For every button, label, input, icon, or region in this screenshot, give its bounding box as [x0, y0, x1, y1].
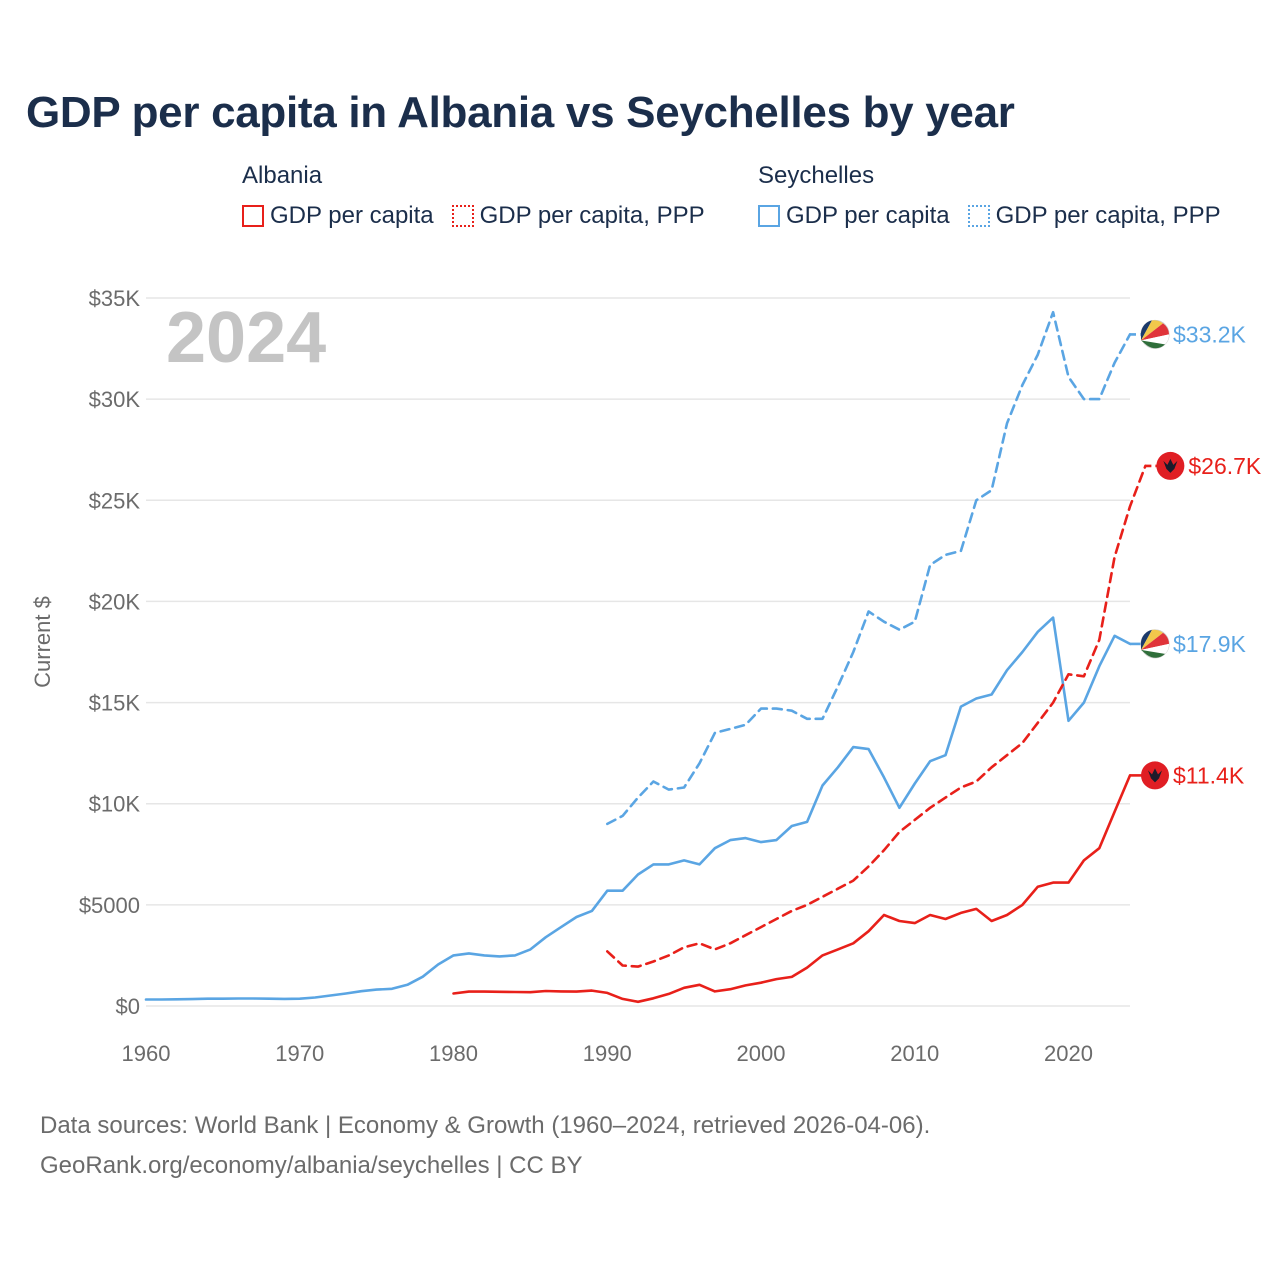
legend-seychelles-ppp[interactable]: GDP per capita, PPP: [967, 202, 1221, 230]
y-tick-label: $20K: [89, 589, 141, 614]
x-tick-label: 1970: [275, 1041, 324, 1066]
end-value-label: $26.7K: [1188, 453, 1262, 479]
legend-albania-gdp[interactable]: GDP per capita: [242, 202, 434, 230]
legend-albania-ppp[interactable]: GDP per capita, PPP: [451, 202, 705, 230]
x-tick-label: 2010: [890, 1041, 939, 1066]
flag-stripe-green: [1141, 649, 1165, 658]
legend-swatch-dotted-red: [451, 205, 474, 227]
series-line-albania-gdp: [452, 774, 1132, 1004]
series-line-seychelles-gdp: [144, 616, 1132, 1001]
flag-stripe-red: [1141, 632, 1169, 650]
y-tick-label: $15K: [89, 691, 141, 716]
chart-title: GDP per capita in Albania vs Seychelles …: [26, 88, 1015, 137]
x-tick-label: 1960: [122, 1041, 171, 1066]
end-value-label: $33.2K: [1173, 321, 1247, 347]
flag-stripe-yellow: [1141, 320, 1163, 341]
x-tick-label: 2020: [1044, 1041, 1093, 1066]
y-axis-label: Current $: [30, 596, 55, 688]
series-line-albania-ppp: [605, 464, 1147, 968]
y-tick-label: $5000: [79, 893, 140, 918]
flag-stripe-red: [1141, 323, 1169, 341]
flag-stripe-green: [1141, 340, 1165, 349]
legend-seychelles: Seychelles GDP per capita GDP per capita…: [758, 162, 1239, 230]
year-watermark: 2024: [166, 298, 326, 378]
end-value-label: $11.4K: [1173, 762, 1245, 788]
legend-swatch-dotted-blue: [967, 205, 990, 227]
eagle-icon: [1163, 458, 1178, 473]
y-tick-label: $25K: [89, 488, 141, 513]
legend-seychelles-label: Seychelles: [758, 162, 875, 189]
eagle-icon: [1148, 768, 1162, 783]
legend-swatch-solid-blue: [758, 205, 780, 227]
y-tick-label: $0: [116, 994, 140, 1019]
footer: Data sources: World Bank | Economy & Gro…: [40, 1106, 930, 1186]
legend-seychelles-gdp-label: GDP per capita: [786, 202, 950, 229]
flag-stripe-white: [1141, 643, 1170, 654]
x-tick-label: 1980: [429, 1041, 478, 1066]
footer-sources: Data sources: World Bank | Economy & Gro…: [40, 1112, 931, 1139]
legend-albania-label: Albania: [242, 162, 323, 189]
y-tick-label: $10K: [89, 792, 141, 817]
y-tick-label: $30K: [89, 387, 141, 412]
end-value-label: $17.9K: [1173, 631, 1247, 657]
legend-albania-ppp-label: GDP per capita, PPP: [479, 202, 705, 229]
flag-stripe-white: [1141, 334, 1170, 345]
legend-seychelles-ppp-label: GDP per capita, PPP: [995, 202, 1221, 229]
flag-stripe-yellow: [1141, 629, 1163, 650]
x-tick-label: 2000: [737, 1041, 786, 1066]
legend-swatch-solid-red: [242, 205, 264, 227]
legend-albania: Albania GDP per capita GDP per capita, P…: [242, 162, 723, 230]
x-tick-label: 1990: [583, 1041, 632, 1066]
legend-albania-gdp-label: GDP per capita: [270, 202, 434, 229]
legend-seychelles-gdp[interactable]: GDP per capita: [758, 202, 950, 230]
footer-url[interactable]: GeoRank.org/economy/albania/seychelles |…: [40, 1152, 583, 1179]
series-line-seychelles-ppp: [605, 310, 1132, 826]
y-tick-label: $35K: [89, 286, 141, 311]
